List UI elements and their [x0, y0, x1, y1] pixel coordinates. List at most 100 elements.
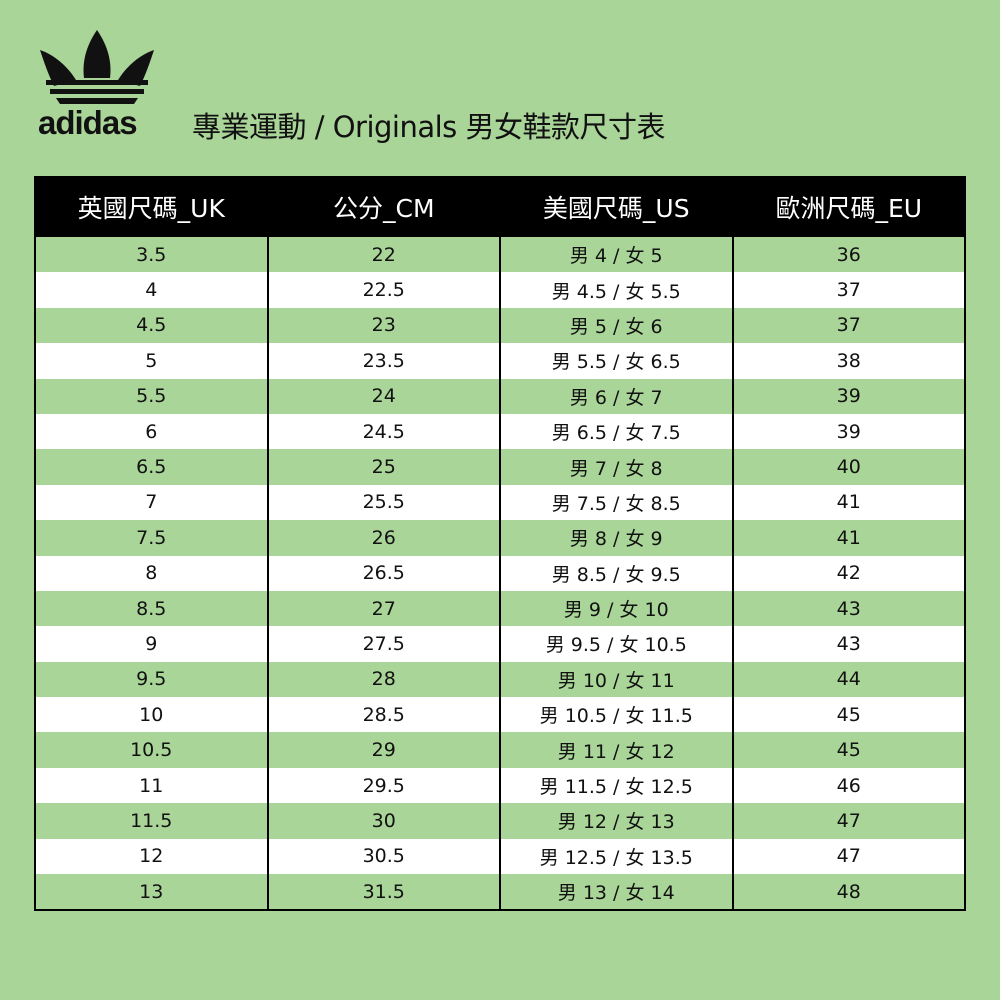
table-row: 12 30.5 男 12.5 / 女 13.5 47 [34, 838, 966, 875]
cell-cm: 27.5 [266, 626, 501, 662]
cell-eu: 47 [731, 803, 966, 839]
cell-cm: 26 [266, 520, 501, 556]
cell-uk: 4.5 [34, 307, 269, 344]
table-row: 9 27.5 男 9.5 / 女 10.5 43 [34, 626, 966, 662]
cell-uk: 7.5 [34, 520, 269, 556]
page-title: 專業運動 / Originals 男女鞋款尺寸表 [192, 110, 666, 144]
table-row: 11.5 30 男 12 / 女 13 47 [34, 803, 966, 839]
cell-eu: 44 [731, 661, 966, 698]
table-row: 10 28.5 男 10.5 / 女 11.5 45 [34, 697, 966, 733]
header-us: 美國尺碼_US [499, 176, 734, 237]
cell-cm: 22 [266, 236, 501, 273]
cell-uk: 10 [34, 697, 269, 733]
cell-us: 男 8 / 女 9 [499, 520, 734, 556]
cell-uk: 5 [34, 343, 269, 379]
cell-us: 男 11 / 女 12 [499, 732, 734, 768]
cell-eu: 41 [731, 484, 966, 521]
cell-eu: 42 [731, 555, 966, 591]
cell-uk: 6 [34, 413, 269, 450]
cell-cm: 26.5 [266, 555, 501, 591]
table-row: 4 22.5 男 4.5 / 女 5.5 37 [34, 272, 966, 308]
size-chart-table: 英國尺碼_UK 公分_CM 美國尺碼_US 歐洲尺碼_EU 3.5 22 男 4 / 女 … [34, 176, 966, 912]
cell-uk: 11.5 [34, 803, 269, 839]
cell-us: 男 10 / 女 11 [499, 661, 734, 698]
cell-us: 男 6 / 女 7 [499, 378, 734, 414]
cell-cm: 30 [266, 803, 501, 839]
table-row: 4.5 23 男 5 / 女 6 37 [34, 307, 966, 344]
cell-uk: 6.5 [34, 449, 269, 485]
cell-us: 男 9.5 / 女 10.5 [499, 626, 734, 662]
adidas-wordmark: adidas [38, 104, 138, 141]
cell-cm: 25 [266, 449, 501, 485]
cell-uk: 9.5 [34, 661, 269, 698]
cell-eu: 47 [731, 838, 966, 875]
cell-eu: 41 [731, 520, 966, 556]
cell-eu: 45 [731, 697, 966, 733]
cell-uk: 11 [34, 767, 269, 804]
cell-us: 男 5.5 / 女 6.5 [499, 343, 734, 379]
cell-us: 男 10.5 / 女 11.5 [499, 697, 734, 733]
table-row: 13 31.5 男 13 / 女 14 48 [34, 874, 966, 912]
cell-eu: 43 [731, 626, 966, 662]
cell-cm: 30.5 [266, 838, 501, 875]
cell-eu: 37 [731, 272, 966, 308]
cell-eu: 46 [731, 767, 966, 804]
cell-eu: 48 [731, 874, 966, 912]
table-row: 8.5 27 男 9 / 女 10 43 [34, 590, 966, 627]
cell-us: 男 8.5 / 女 9.5 [499, 555, 734, 591]
cell-cm: 23 [266, 307, 501, 344]
cell-uk: 4 [34, 272, 269, 308]
cell-us: 男 11.5 / 女 12.5 [499, 767, 734, 804]
cell-eu: 40 [731, 449, 966, 485]
table-row: 3.5 22 男 4 / 女 5 36 [34, 236, 966, 273]
table-row: 5.5 24 男 6 / 女 7 39 [34, 378, 966, 414]
table-row: 9.5 28 男 10 / 女 11 44 [34, 661, 966, 698]
cell-us: 男 7.5 / 女 8.5 [499, 484, 734, 521]
cell-eu: 37 [731, 307, 966, 344]
adidas-trefoil-logo-icon [40, 30, 154, 104]
table-row: 7.5 26 男 8 / 女 9 41 [34, 520, 966, 556]
cell-cm: 23.5 [266, 343, 501, 379]
cell-us: 男 5 / 女 6 [499, 307, 734, 344]
cell-uk: 8 [34, 555, 269, 591]
cell-eu: 36 [731, 236, 966, 273]
cell-eu: 43 [731, 590, 966, 627]
cell-uk: 9 [34, 626, 269, 662]
cell-uk: 8.5 [34, 590, 269, 627]
cell-uk: 13 [34, 874, 269, 912]
header-cm: 公分_CM [266, 176, 501, 237]
cell-cm: 29.5 [266, 767, 501, 804]
cell-us: 男 4 / 女 5 [499, 236, 734, 273]
table-row: 8 26.5 男 8.5 / 女 9.5 42 [34, 555, 966, 591]
table-row: 11 29.5 男 11.5 / 女 12.5 46 [34, 767, 966, 804]
cell-us: 男 12.5 / 女 13.5 [499, 838, 734, 875]
cell-cm: 24.5 [266, 413, 501, 450]
table-header-row: 英國尺碼_UK 公分_CM 美國尺碼_US 歐洲尺碼_EU [34, 176, 966, 237]
cell-uk: 12 [34, 838, 269, 875]
cell-uk: 10.5 [34, 732, 269, 768]
cell-cm: 24 [266, 378, 501, 414]
cell-cm: 25.5 [266, 484, 501, 521]
cell-uk: 3.5 [34, 236, 269, 273]
header-uk: 英國尺碼_UK [34, 176, 269, 237]
table-row: 10.5 29 男 11 / 女 12 45 [34, 732, 966, 768]
header-eu: 歐洲尺碼_EU [731, 176, 966, 237]
cell-us: 男 13 / 女 14 [499, 874, 734, 912]
table-row: 5 23.5 男 5.5 / 女 6.5 38 [34, 343, 966, 379]
table-row: 6.5 25 男 7 / 女 8 40 [34, 449, 966, 485]
cell-eu: 38 [731, 343, 966, 379]
cell-cm: 29 [266, 732, 501, 768]
cell-us: 男 7 / 女 8 [499, 449, 734, 485]
cell-uk: 5.5 [34, 378, 269, 414]
cell-us: 男 12 / 女 13 [499, 803, 734, 839]
cell-cm: 28 [266, 661, 501, 698]
cell-us: 男 9 / 女 10 [499, 590, 734, 627]
cell-eu: 39 [731, 378, 966, 414]
cell-eu: 39 [731, 413, 966, 450]
cell-cm: 27 [266, 590, 501, 627]
table-row: 7 25.5 男 7.5 / 女 8.5 41 [34, 484, 966, 521]
cell-us: 男 4.5 / 女 5.5 [499, 272, 734, 308]
cell-us: 男 6.5 / 女 7.5 [499, 413, 734, 450]
cell-cm: 22.5 [266, 272, 501, 308]
table-row: 6 24.5 男 6.5 / 女 7.5 39 [34, 413, 966, 450]
